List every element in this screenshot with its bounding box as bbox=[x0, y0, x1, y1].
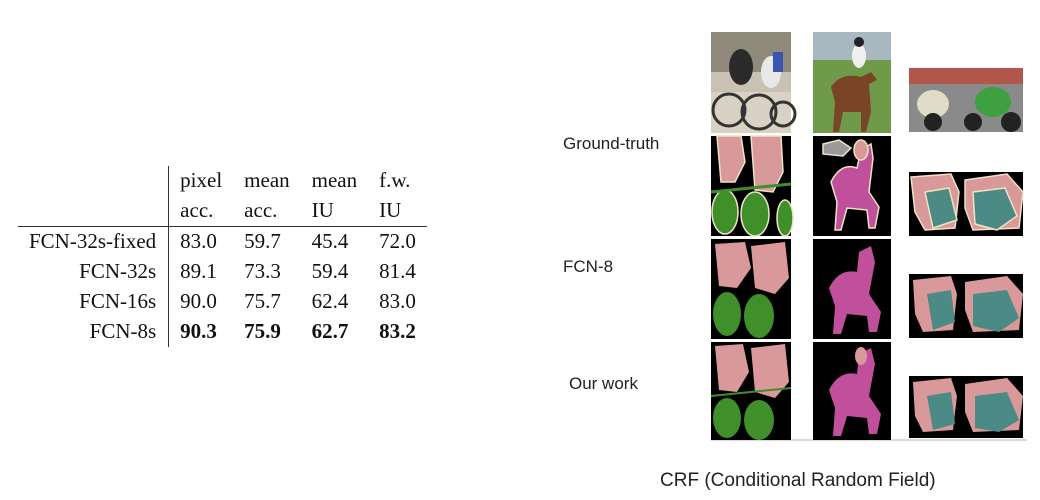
table-cell: 59.4 bbox=[311, 259, 349, 283]
table-cell: 45.4 bbox=[311, 229, 349, 253]
fcn8-cyclists bbox=[711, 239, 791, 339]
header-cell: IU bbox=[300, 196, 369, 227]
table-cell: 90.3 bbox=[180, 319, 217, 343]
figure-caption: CRF (Conditional Random Field) bbox=[660, 470, 936, 491]
header-corner bbox=[18, 196, 170, 227]
ours-cyclists bbox=[711, 342, 792, 440]
photo-horse-rider bbox=[813, 32, 891, 133]
model-name: FCN-8s bbox=[18, 317, 170, 347]
header-corner bbox=[18, 166, 170, 196]
gt-cyclists bbox=[711, 135, 794, 237]
gt-horse bbox=[813, 136, 891, 236]
gt-motorbikes bbox=[909, 172, 1024, 236]
table-row-best: FCN-8s 90.3 75.9 62.7 83.2 bbox=[18, 317, 427, 347]
table-row: FCN-32s 89.1 73.3 59.4 81.4 bbox=[18, 257, 427, 287]
ours-motorbikes bbox=[909, 376, 1023, 438]
table-cell: 59.7 bbox=[244, 229, 281, 253]
table-cell: 83.2 bbox=[379, 319, 416, 343]
table-cell: 62.7 bbox=[311, 319, 349, 343]
table-cell: 83.0 bbox=[180, 229, 217, 253]
table-cell: 73.3 bbox=[244, 259, 281, 283]
fcn8-motorbikes bbox=[909, 274, 1023, 338]
header-cell: mean bbox=[244, 168, 290, 192]
table-cell: 75.9 bbox=[244, 319, 281, 343]
row-label-ground-truth: Ground-truth bbox=[563, 134, 660, 153]
table-cell: 89.1 bbox=[180, 259, 217, 283]
table-row: FCN-32s-fixed 83.0 59.7 45.4 72.0 bbox=[18, 226, 427, 257]
model-name: FCN-32s-fixed bbox=[18, 226, 170, 257]
model-name: FCN-32s bbox=[18, 257, 170, 287]
header-cell: IU bbox=[368, 196, 427, 227]
header-cell: acc. bbox=[168, 196, 234, 227]
table-cell: 62.4 bbox=[311, 289, 349, 313]
ours-horse bbox=[813, 342, 891, 440]
row-label-fcn8: FCN-8 bbox=[563, 257, 614, 276]
results-table: pixel mean mean f.w. acc. acc. IU IU FCN… bbox=[18, 166, 427, 347]
fcn8-horse bbox=[813, 239, 891, 339]
header-cell: mean bbox=[311, 168, 358, 192]
header-row: acc. acc. IU IU bbox=[18, 196, 427, 227]
table-cell: 72.0 bbox=[379, 229, 416, 253]
table-cell: 90.0 bbox=[180, 289, 217, 313]
table-cell: 83.0 bbox=[379, 289, 416, 313]
header-cell: f.w. bbox=[379, 168, 411, 192]
photo-motorbikes bbox=[909, 68, 1023, 132]
header-row: pixel mean mean f.w. bbox=[18, 166, 427, 196]
table-row: FCN-16s 90.0 75.7 62.4 83.0 bbox=[18, 287, 427, 317]
table-cell: 81.4 bbox=[379, 259, 416, 283]
photo-cyclists bbox=[711, 32, 797, 133]
header-cell: pixel bbox=[180, 168, 223, 192]
table-cell: 75.7 bbox=[244, 289, 281, 313]
header-cell: acc. bbox=[233, 196, 301, 227]
row-label-our-work: Our work bbox=[569, 374, 638, 393]
segmentation-figure bbox=[711, 32, 1040, 444]
model-name: FCN-16s bbox=[18, 287, 170, 317]
